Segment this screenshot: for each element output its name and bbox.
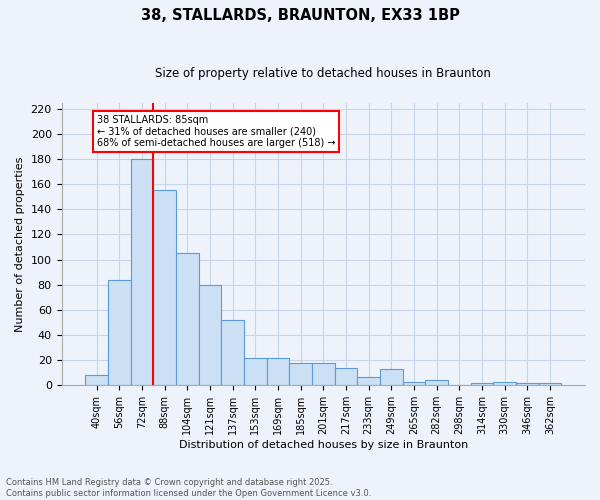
Bar (85, 376, 108, 386)
Bar (131, 159, 154, 386)
Bar (266, 358, 289, 386)
Title: Size of property relative to detached houses in Braunton: Size of property relative to detached ho… (155, 68, 491, 80)
Bar (289, 362, 312, 386)
Bar (357, 376, 380, 386)
X-axis label: Distribution of detached houses by size in Braunton: Distribution of detached houses by size … (179, 440, 468, 450)
Bar (221, 320, 244, 386)
Bar (199, 285, 221, 386)
Text: Contains HM Land Registry data © Crown copyright and database right 2025.
Contai: Contains HM Land Registry data © Crown c… (6, 478, 371, 498)
Bar (154, 190, 176, 386)
Bar (176, 254, 199, 386)
Bar (516, 383, 539, 386)
Y-axis label: Number of detached properties: Number of detached properties (15, 156, 25, 332)
Bar (493, 382, 516, 386)
Bar (425, 380, 448, 386)
Bar (539, 383, 561, 386)
Bar (244, 358, 266, 386)
Bar (380, 369, 403, 386)
Bar (335, 368, 357, 386)
Text: 38 STALLARDS: 85sqm
← 31% of detached houses are smaller (240)
68% of semi-detac: 38 STALLARDS: 85sqm ← 31% of detached ho… (97, 115, 335, 148)
Bar (470, 383, 493, 386)
Bar (403, 382, 425, 386)
Text: 38, STALLARDS, BRAUNTON, EX33 1BP: 38, STALLARDS, BRAUNTON, EX33 1BP (140, 8, 460, 22)
Bar (312, 362, 335, 386)
Bar (108, 280, 131, 386)
